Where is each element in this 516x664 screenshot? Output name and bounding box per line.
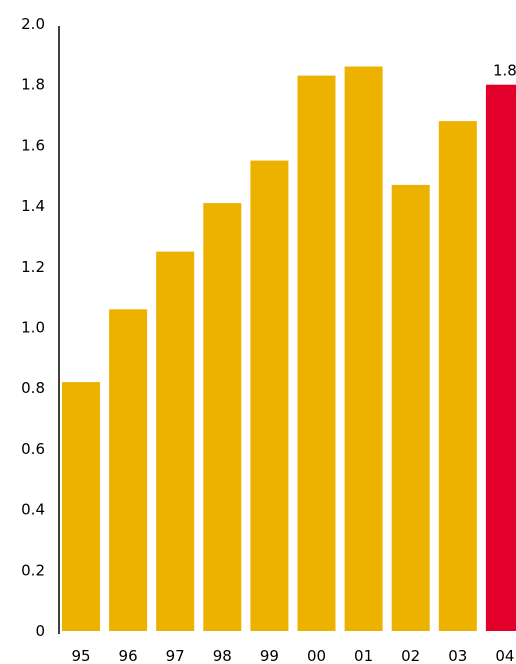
x-tick-label: 01 xyxy=(354,647,373,664)
bar-03 xyxy=(438,121,477,631)
x-tick-label: 00 xyxy=(307,647,326,664)
x-tick-label: 99 xyxy=(260,647,279,664)
y-tick-label: 1.4 xyxy=(21,197,45,215)
bar-00 xyxy=(297,75,336,632)
x-tick-label: 96 xyxy=(119,647,138,664)
y-tick-labels: 0 0.2 0.4 0.6 0.8 1.0 1.2 1.4 1.6 1.8 2.0 xyxy=(21,15,45,640)
bar-96 xyxy=(109,309,148,631)
x-tick-label: 03 xyxy=(448,647,467,664)
x-tick-label: 98 xyxy=(213,647,232,664)
bar-97 xyxy=(156,251,195,631)
data-label: 1.8 xyxy=(493,62,516,80)
bar-98 xyxy=(203,203,242,631)
x-tick-label: 02 xyxy=(401,647,420,664)
y-tick-label: 1.8 xyxy=(21,76,45,94)
x-tick-label: 97 xyxy=(166,647,185,664)
bar-04 xyxy=(485,84,516,631)
y-tick-label: 0.8 xyxy=(21,379,45,397)
bar-01 xyxy=(344,66,383,631)
data-labels: 1.8 xyxy=(493,62,516,80)
x-tick-labels: 95 96 97 98 99 00 01 02 03 04 xyxy=(71,647,514,664)
bars-group xyxy=(62,66,516,632)
x-tick-label: 95 xyxy=(71,647,90,664)
y-tick-label: 0 xyxy=(35,622,45,640)
y-tick-label: 1.0 xyxy=(21,319,45,337)
y-tick-label: 1.2 xyxy=(21,258,45,276)
bar-02 xyxy=(391,184,430,631)
x-tick-label: 04 xyxy=(495,647,514,664)
y-tick-label: 1.6 xyxy=(21,136,45,154)
y-tick-label: 2.0 xyxy=(21,15,45,33)
y-tick-label: 0.4 xyxy=(21,501,45,519)
y-tick-label: 0.6 xyxy=(21,440,45,458)
bar-95 xyxy=(62,382,100,631)
y-tick-label: 0.2 xyxy=(21,561,45,579)
bar-99 xyxy=(250,160,289,631)
